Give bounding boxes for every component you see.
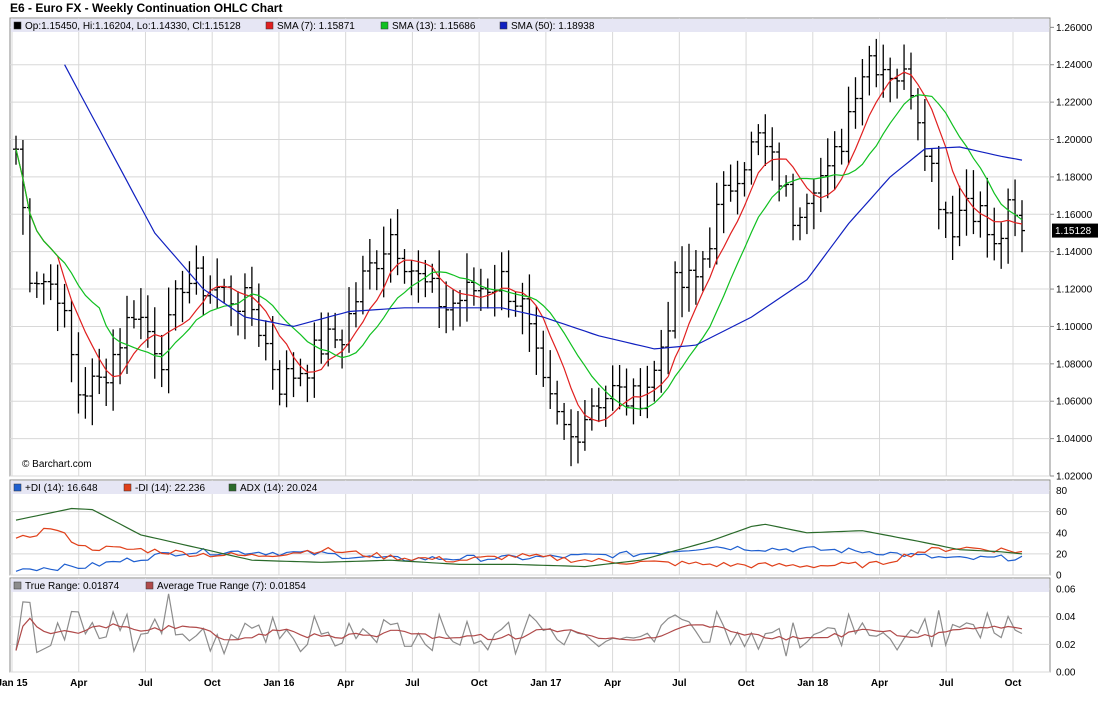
x-tick-label: Jul [405, 678, 420, 689]
dmi-tick-label: 80 [1056, 486, 1068, 497]
price-tick-label: 1.08000 [1056, 359, 1093, 370]
dmi-tick-label: 20 [1056, 549, 1068, 560]
sma7-legend-swatch [265, 21, 274, 30]
adx-line [15, 507, 1023, 568]
last-value-label: 1.15128 [1055, 226, 1092, 237]
x-tick-label: Oct [471, 678, 488, 689]
sma13-legend-swatch [380, 21, 389, 30]
tr-legend-swatch [13, 581, 22, 590]
x-tick-label: Oct [738, 678, 755, 689]
x-tick-label: Jul [939, 678, 954, 689]
legend-bar [11, 579, 1049, 592]
price-tick-label: 1.14000 [1056, 247, 1093, 258]
x-tick-label: Jan 18 [797, 678, 829, 689]
sma13-legend-label: SMA (13): 1.15686 [392, 21, 476, 32]
range-tick-label: 0.04 [1056, 612, 1076, 623]
barchart-watermark: © Barchart.com [22, 459, 92, 470]
range-tick-label: 0.00 [1056, 668, 1076, 679]
tr-legend-label: True Range: 0.01874 [25, 581, 120, 592]
x-tick-label: Jan 16 [263, 678, 295, 689]
x-tick-label: Apr [70, 678, 87, 689]
price-tick-label: 1.06000 [1056, 397, 1093, 408]
x-tick-label: Jan 15 [0, 678, 28, 689]
price-tick-label: 1.02000 [1056, 472, 1093, 483]
price-tick-label: 1.04000 [1056, 434, 1093, 445]
pdi-line [15, 545, 1023, 572]
atr-line [15, 617, 1023, 651]
sma50-legend-swatch [499, 21, 508, 30]
panel-frame [9, 577, 1051, 673]
mdi-legend-label: -DI (14): 22.236 [135, 483, 205, 494]
x-tick-label: Apr [871, 678, 888, 689]
x-tick-label: Apr [604, 678, 621, 689]
sma7-line [15, 71, 1023, 422]
x-tick-label: Jul [138, 678, 153, 689]
range-tick-label: 0.06 [1056, 585, 1076, 596]
x-tick-label: Oct [204, 678, 221, 689]
price-tick-label: 1.26000 [1056, 23, 1093, 34]
sma7-legend-label: SMA (7): 1.15871 [277, 21, 355, 32]
sma50-line [64, 64, 1023, 350]
price-tick-label: 1.16000 [1056, 210, 1093, 221]
dmi-tick-label: 40 [1056, 528, 1068, 539]
panel-frame [9, 17, 1051, 477]
price-tick-label: 1.24000 [1056, 60, 1093, 71]
dmi-tick-label: 0 [1056, 571, 1062, 582]
mdi-legend-swatch [123, 483, 132, 492]
atr-legend-label: Average True Range (7): 0.01854 [157, 581, 306, 592]
mdi-line [15, 527, 1023, 569]
last-value-badge [1052, 223, 1098, 238]
price-tick-label: 1.12000 [1056, 285, 1093, 296]
dmi-tick-label: 60 [1056, 507, 1068, 518]
range-tick-label: 0.02 [1056, 640, 1076, 651]
adx-legend-label: ADX (14): 20.024 [240, 483, 318, 494]
ohlc-legend-label: Op:1.15450, Hi:1.16204, Lo:1.14330, Cl:1… [25, 21, 241, 32]
chart-title: E6 - Euro FX - Weekly Continuation OHLC … [10, 1, 283, 15]
price-tick-label: 1.10000 [1056, 322, 1093, 333]
adx-legend-swatch [228, 483, 237, 492]
panel-frame [9, 479, 1051, 576]
x-tick-label: Apr [337, 678, 354, 689]
sma50-legend-label: SMA (50): 1.18938 [511, 21, 595, 32]
x-tick-label: Jul [672, 678, 687, 689]
pdi-legend-swatch [13, 483, 22, 492]
atr-legend-swatch [145, 581, 154, 590]
price-tick-label: 1.20000 [1056, 135, 1093, 146]
pdi-legend-label: +DI (14): 16.648 [25, 483, 98, 494]
x-tick-label: Oct [1005, 678, 1022, 689]
sma13-line [15, 94, 1023, 410]
x-tick-label: Jan 17 [530, 678, 562, 689]
price-tick-label: 1.22000 [1056, 98, 1093, 109]
ohlc-legend-swatch [13, 21, 22, 30]
legend-bar [11, 481, 1049, 494]
price-tick-label: 1.18000 [1056, 172, 1093, 183]
